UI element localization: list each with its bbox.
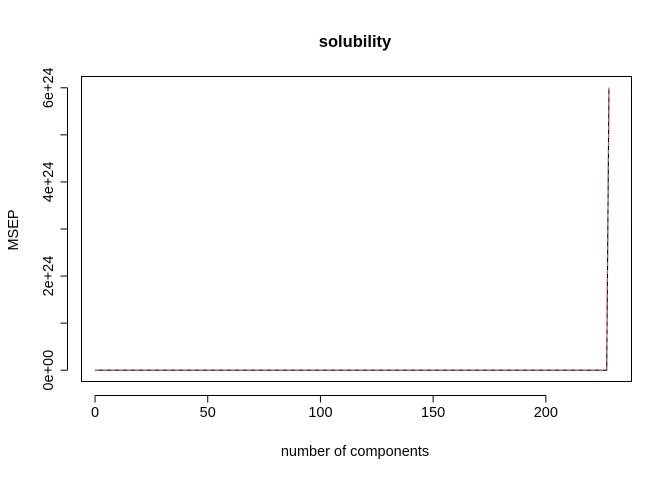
y-axis-label: MSEP: [6, 209, 22, 250]
plot-box: [81, 76, 632, 382]
x-axis: 0 50 100 150 200: [91, 395, 558, 421]
series-line-dashed: [95, 87, 610, 371]
x-tick-label-100: 100: [308, 405, 332, 421]
series-line-solid: [95, 87, 610, 371]
x-tick-label-150: 150: [421, 405, 445, 421]
chart-title: solubility: [319, 33, 392, 51]
y-tick-label-6e+24: 6e+24: [41, 67, 57, 108]
y-tick-label-4e+24: 4e+24: [41, 162, 57, 203]
x-axis-label: number of components: [281, 444, 429, 460]
x-tick-label-50: 50: [200, 405, 216, 421]
y-axis: 0e+00 2e+24 4e+24 6e+24: [41, 67, 68, 391]
x-tick-label-200: 200: [534, 405, 558, 421]
y-tick-label-2e+24: 2e+24: [41, 256, 57, 297]
y-tick-label-0e+00: 0e+00: [41, 350, 57, 391]
series-layer: [95, 87, 610, 371]
x-tick-label-0: 0: [91, 405, 99, 421]
